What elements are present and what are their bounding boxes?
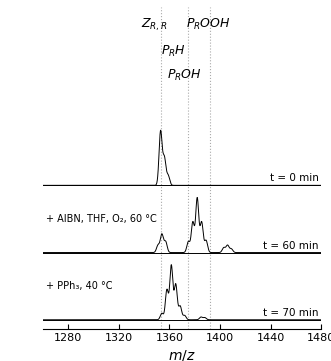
Text: t = 60 min: t = 60 min xyxy=(263,240,318,251)
Text: + PPh₃, 40 °C: + PPh₃, 40 °C xyxy=(46,281,112,291)
Text: t = 0 min: t = 0 min xyxy=(270,173,318,183)
Text: $Z_{R,R}$: $Z_{R,R}$ xyxy=(141,17,167,33)
Text: + AIBN, THF, O₂, 60 °C: + AIBN, THF, O₂, 60 °C xyxy=(46,214,156,224)
X-axis label: $\it{m/z}$: $\it{m/z}$ xyxy=(168,348,196,361)
Text: $P_RH$: $P_RH$ xyxy=(161,44,186,59)
Text: $P_ROOH$: $P_ROOH$ xyxy=(186,17,231,32)
Text: t = 70 min: t = 70 min xyxy=(263,308,318,318)
Text: $P_ROH$: $P_ROH$ xyxy=(167,68,202,83)
